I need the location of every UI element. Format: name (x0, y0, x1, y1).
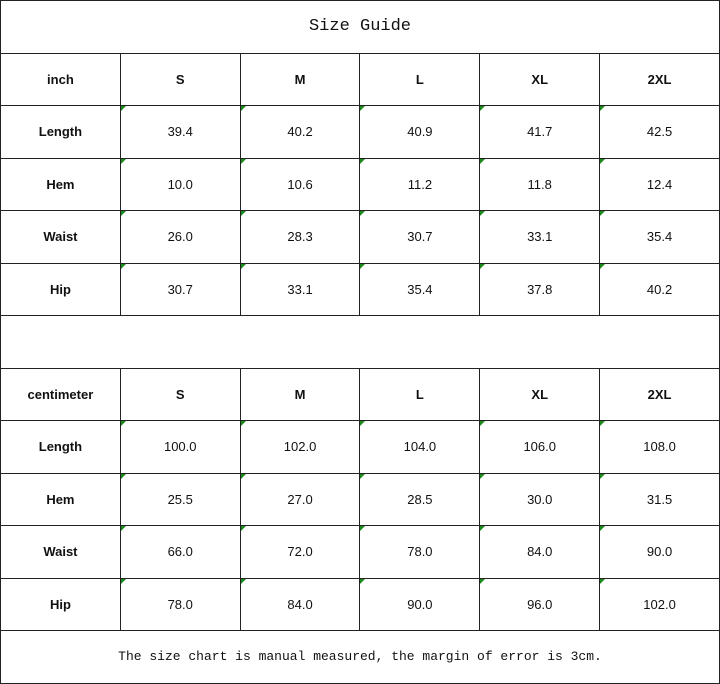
row-label: Length (0, 105, 121, 159)
row-label: Hip (0, 262, 121, 316)
value-cell: 106.0 (479, 420, 601, 474)
value-cell: 102.0 (599, 577, 720, 631)
page-title: Size Guide (0, 0, 720, 54)
table-row: Hem 25.5 27.0 28.5 30.0 31.5 (0, 472, 720, 526)
value-cell: 108.0 (599, 420, 720, 474)
header-row: inch S M L XL 2XL (0, 52, 720, 106)
row-label: Hip (0, 577, 121, 631)
value-cell: 84.0 (239, 577, 361, 631)
header-row: centimeter S M L XL 2XL (0, 367, 720, 421)
value-cell: 11.8 (479, 157, 601, 211)
row-label: Hem (0, 472, 121, 526)
value-cell: 33.1 (479, 210, 601, 264)
value-cell: 10.6 (239, 157, 361, 211)
value-cell: 37.8 (479, 262, 601, 316)
table-row: Hem 10.0 10.6 11.2 11.8 12.4 (0, 157, 720, 211)
row-label: Length (0, 420, 121, 474)
table-row: Hip 30.7 33.1 35.4 37.8 40.2 (0, 262, 720, 316)
value-cell: 11.2 (359, 157, 481, 211)
table-row: Waist 26.0 28.3 30.7 33.1 35.4 (0, 210, 720, 264)
unit-header: centimeter (0, 367, 121, 421)
row-label: Waist (0, 525, 121, 579)
value-cell: 40.9 (359, 105, 481, 159)
size-header: XL (479, 367, 601, 421)
size-header: L (359, 367, 481, 421)
value-cell: 100.0 (119, 420, 241, 474)
size-header: XL (479, 52, 601, 106)
value-cell: 39.4 (119, 105, 241, 159)
value-cell: 35.4 (599, 210, 720, 264)
value-cell: 78.0 (119, 577, 241, 631)
value-cell: 42.5 (599, 105, 720, 159)
value-cell: 26.0 (119, 210, 241, 264)
value-cell: 30.0 (479, 472, 601, 526)
size-header: M (239, 52, 361, 106)
value-cell: 10.0 (119, 157, 241, 211)
value-cell: 72.0 (239, 525, 361, 579)
footnote: The size chart is manual measured, the m… (0, 630, 720, 684)
value-cell: 35.4 (359, 262, 481, 316)
table-row: Length 39.4 40.2 40.9 41.7 42.5 (0, 105, 720, 159)
value-cell: 41.7 (479, 105, 601, 159)
size-header: M (239, 367, 361, 421)
value-cell: 40.2 (239, 105, 361, 159)
value-cell: 25.5 (119, 472, 241, 526)
size-header: S (119, 367, 241, 421)
row-label: Waist (0, 210, 121, 264)
value-cell: 27.0 (239, 472, 361, 526)
row-label: Hem (0, 157, 121, 211)
value-cell: 102.0 (239, 420, 361, 474)
table-row: Waist 66.0 72.0 78.0 84.0 90.0 (0, 525, 720, 579)
value-cell: 66.0 (119, 525, 241, 579)
value-cell: 31.5 (599, 472, 720, 526)
value-cell: 104.0 (359, 420, 481, 474)
value-cell: 96.0 (479, 577, 601, 631)
size-header: L (359, 52, 481, 106)
value-cell: 78.0 (359, 525, 481, 579)
unit-header: inch (0, 52, 121, 106)
size-header: 2XL (599, 52, 720, 106)
value-cell: 30.7 (359, 210, 481, 264)
value-cell: 90.0 (599, 525, 720, 579)
table-row: Hip 78.0 84.0 90.0 96.0 102.0 (0, 577, 720, 631)
value-cell: 90.0 (359, 577, 481, 631)
size-header: 2XL (599, 367, 720, 421)
value-cell: 28.5 (359, 472, 481, 526)
spacer-row (0, 315, 720, 369)
value-cell: 28.3 (239, 210, 361, 264)
value-cell: 33.1 (239, 262, 361, 316)
value-cell: 40.2 (599, 262, 720, 316)
value-cell: 84.0 (479, 525, 601, 579)
size-header: S (119, 52, 241, 106)
table-row: Length 100.0 102.0 104.0 106.0 108.0 (0, 420, 720, 474)
value-cell: 30.7 (119, 262, 241, 316)
value-cell: 12.4 (599, 157, 720, 211)
